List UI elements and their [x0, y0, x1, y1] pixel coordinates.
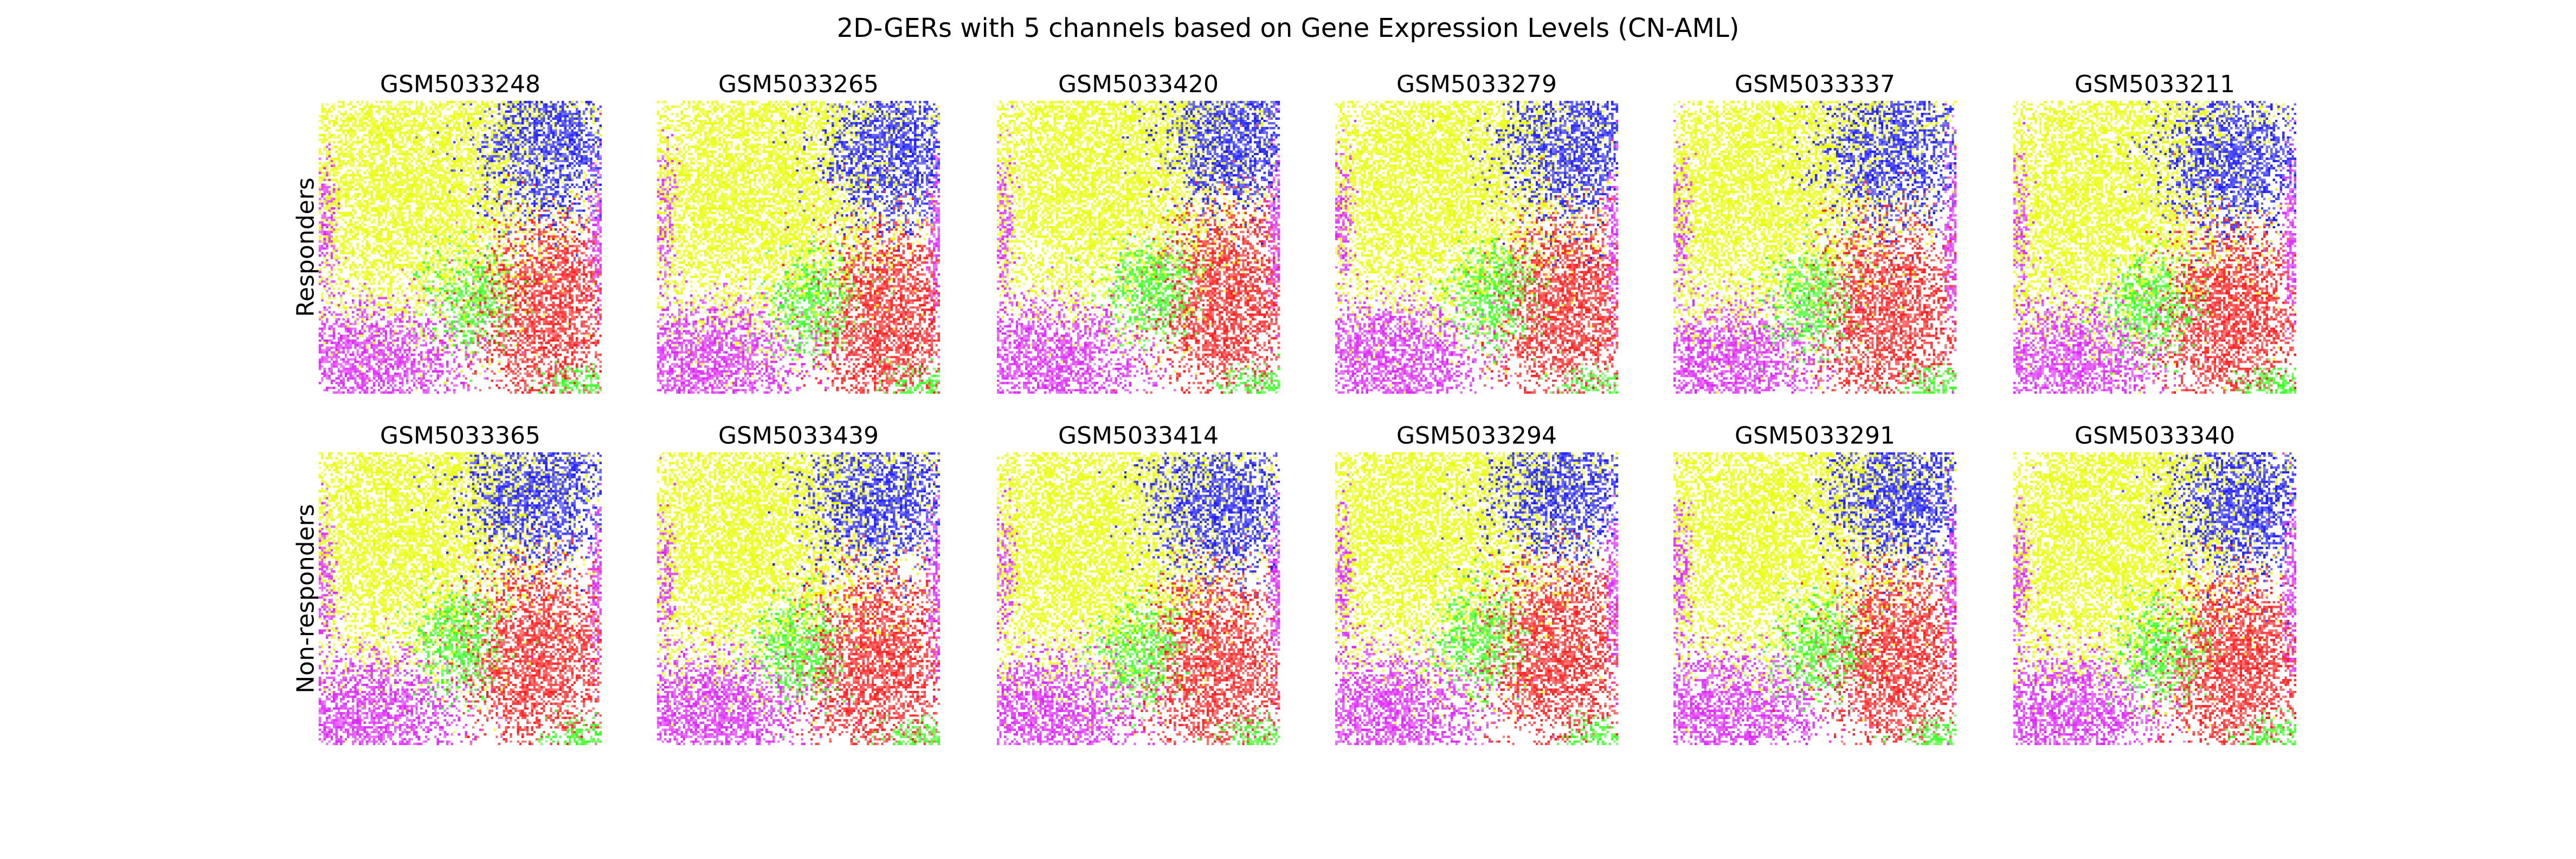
gene-expression-image — [319, 101, 602, 394]
gene-expression-image — [1335, 101, 1618, 394]
panel-title: GSM5033294 — [1396, 422, 1557, 450]
gene-expression-image — [657, 101, 940, 394]
panel-title: GSM5033211 — [2075, 70, 2235, 98]
gene-expression-image — [319, 452, 602, 745]
row-label-non-responders: Non-responders — [292, 504, 320, 694]
panel-title: GSM5033291 — [1735, 422, 1895, 450]
panel-title: GSM5033337 — [1735, 70, 1895, 98]
gene-expression-image — [657, 452, 940, 745]
gene-expression-image — [2013, 101, 2296, 394]
gene-expression-image — [2013, 452, 2296, 745]
figure-title: 2D-GERs with 5 channels based on Gene Ex… — [836, 13, 1740, 43]
panel-title: GSM5033265 — [718, 70, 879, 98]
panel-title: GSM5033439 — [718, 422, 879, 450]
panel-title: GSM5033279 — [1396, 70, 1557, 98]
gene-expression-image — [1335, 452, 1618, 745]
gene-expression-image — [1673, 101, 1956, 394]
gene-expression-image — [1673, 452, 1956, 745]
panel-title: GSM5033248 — [380, 70, 540, 98]
panel-title: GSM5033420 — [1058, 70, 1219, 98]
panel-title: GSM5033414 — [1058, 422, 1219, 450]
gene-expression-image — [997, 452, 1280, 745]
row-label-responders: Responders — [292, 177, 320, 317]
panel-title: GSM5033365 — [380, 422, 540, 450]
panel-title: GSM5033340 — [2075, 422, 2235, 450]
gene-expression-image — [997, 101, 1280, 394]
